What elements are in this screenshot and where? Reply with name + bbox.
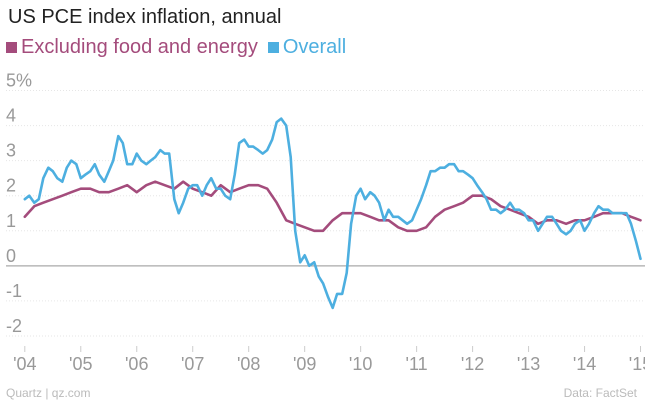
y-tick-label: 0 [6,246,16,266]
x-tick-label: '08 [237,354,260,374]
legend-label-overall: Overall [282,36,347,58]
grid-lines [6,90,645,337]
y-tick-label: 1 [6,211,16,231]
legend-label-core: Excluding food and energy [21,36,258,58]
series-line-overall [23,117,642,310]
chart-legend: Excluding food and energy Overall [6,36,356,59]
series-lines [23,117,642,310]
x-axis-ticks: '04 '05 '06 '07 '08 '09 '10 '11 '12 '13 '14 '15 [13,346,645,374]
series-line-core [23,180,642,233]
x-tick-label: '05 [69,354,92,374]
footer-source-left: Quartz | qz.com [6,386,91,400]
y-tick-label: -2 [6,316,22,336]
x-tick-label: '12 [461,354,484,374]
legend-swatch-core [6,42,17,53]
legend-item-overall: Overall [267,36,347,59]
x-tick-label: '13 [517,354,540,374]
y-tick-label: 5% [6,71,32,91]
legend-item-core: Excluding food and energy [6,36,258,59]
x-tick-label: '11 [406,354,428,374]
y-axis-ticks: 5% 4 3 2 1 0 -1 -2 [6,71,32,336]
legend-swatch-overall [267,42,279,53]
footer-source-right: Data: FactSet [563,386,637,400]
chart-title: US PCE index inflation, annual [8,6,282,28]
y-tick-label: 3 [6,141,16,161]
y-tick-label: 4 [6,106,16,126]
x-tick-label: '09 [293,354,316,374]
x-tick-label: '14 [573,354,596,374]
x-tick-label: '04 [13,354,36,374]
x-tick-label: '07 [181,354,204,374]
y-tick-label: -1 [6,281,22,301]
x-tick-label: '06 [125,354,148,374]
x-tick-label: '15 [629,354,645,374]
x-tick-label: '10 [349,354,372,374]
y-tick-label: 2 [6,176,16,196]
